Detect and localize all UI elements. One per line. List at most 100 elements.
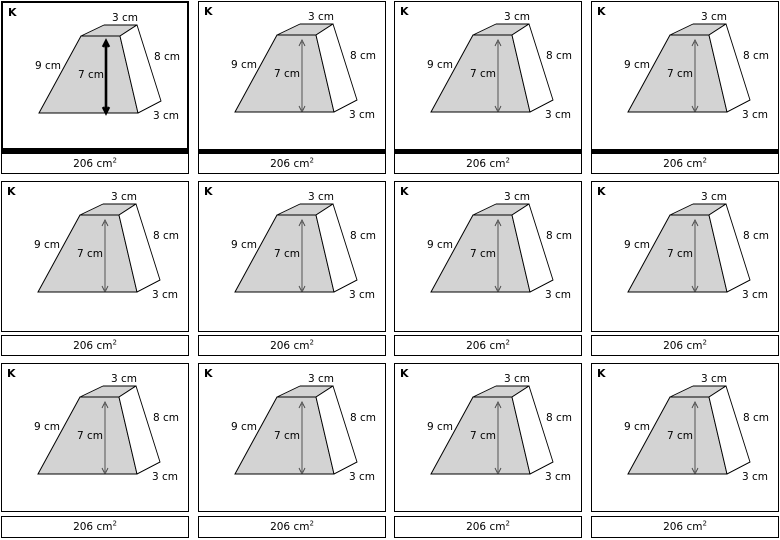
top-left-edge bbox=[669, 203, 694, 216]
task-card: K 3 cm 8 cm 9 cm 7 cm 3 cm bbox=[394, 1, 582, 150]
answer-box: 206 cm2 bbox=[591, 516, 779, 538]
depth-edge bbox=[137, 100, 162, 114]
side-length-label: 8 cm bbox=[743, 230, 769, 242]
depth-label: 3 cm bbox=[153, 110, 179, 122]
answer-unit: cm bbox=[96, 339, 113, 352]
answer-unit-power: 2 bbox=[112, 338, 117, 346]
task-card: K 3 cm 8 cm 9 cm 7 cm 3 cm bbox=[1, 181, 189, 332]
slant-length-label: 9 cm bbox=[427, 239, 453, 251]
answer-value: 206 bbox=[73, 339, 94, 352]
top-left-edge bbox=[276, 203, 301, 216]
depth-edge bbox=[529, 461, 554, 475]
trapezoid-prism-figure: 3 cm 8 cm 9 cm 7 cm 3 cm bbox=[231, 191, 376, 301]
answer-unit-power: 2 bbox=[505, 338, 510, 346]
answer-box: 206 cm2 bbox=[1, 150, 189, 174]
top-left-edge bbox=[79, 203, 104, 216]
card-letter: K bbox=[8, 6, 17, 19]
depth-edge bbox=[529, 279, 554, 293]
height-arrow-head-down bbox=[101, 106, 111, 116]
answer-value: 206 bbox=[270, 157, 291, 170]
trapezoid-prism-figure: 3 cm 8 cm 9 cm 7 cm 3 cm bbox=[231, 11, 376, 121]
card-letter: K bbox=[597, 5, 606, 18]
top-length-label: 3 cm bbox=[504, 373, 530, 385]
card-letter: K bbox=[400, 5, 409, 18]
card-letter: K bbox=[204, 5, 213, 18]
answer-unit: cm bbox=[489, 521, 506, 533]
depth-label: 3 cm bbox=[545, 109, 571, 121]
side-length-label: 8 cm bbox=[546, 230, 572, 242]
height-arrow-head-down bbox=[691, 467, 699, 476]
answer-value: 206 bbox=[663, 339, 684, 352]
answer-unit: cm bbox=[293, 521, 310, 533]
answer-unit-power: 2 bbox=[309, 519, 314, 528]
answer-box: 206 cm2 bbox=[198, 335, 386, 356]
depth-label: 3 cm bbox=[742, 289, 768, 301]
height-label: 7 cm bbox=[470, 430, 496, 442]
top-length-label: 3 cm bbox=[701, 373, 727, 385]
height-arrow-head-up bbox=[494, 218, 502, 227]
height-label: 7 cm bbox=[274, 68, 300, 80]
top-length-label: 3 cm bbox=[112, 12, 138, 24]
side-length-label: 8 cm bbox=[743, 50, 769, 62]
height-arrow-head-down bbox=[298, 285, 306, 294]
depth-edge bbox=[136, 461, 161, 475]
depth-label: 3 cm bbox=[152, 471, 178, 483]
height-arrow-head-up bbox=[101, 218, 109, 227]
top-left-edge bbox=[276, 385, 301, 398]
side-length-label: 8 cm bbox=[350, 412, 376, 424]
trapezoid-prism-figure: 3 cm 8 cm 9 cm 7 cm 3 cm bbox=[34, 373, 179, 483]
depth-edge bbox=[726, 279, 751, 293]
height-arrow-head-up bbox=[494, 38, 502, 47]
top-left-edge bbox=[79, 385, 104, 398]
depth-edge bbox=[529, 99, 554, 113]
depth-label: 3 cm bbox=[349, 109, 375, 121]
answer-box: 206 cm2 bbox=[198, 516, 386, 538]
slant-length-label: 9 cm bbox=[34, 421, 60, 433]
answer-unit: cm bbox=[489, 339, 506, 352]
top-length-label: 3 cm bbox=[111, 373, 137, 385]
top-left-edge bbox=[276, 23, 301, 36]
slant-length-label: 9 cm bbox=[624, 421, 650, 433]
height-label: 7 cm bbox=[274, 248, 300, 260]
trapezoid-prism-figure: 3 cm 8 cm 9 cm 7 cm 3 cm bbox=[427, 373, 572, 483]
card-letter: K bbox=[400, 185, 409, 198]
height-arrow-head-up bbox=[494, 400, 502, 409]
card-letter: K bbox=[7, 185, 16, 198]
top-length-label: 3 cm bbox=[504, 191, 530, 203]
answer-box: 206 cm2 bbox=[1, 335, 189, 356]
trapezoid-prism-figure: 3 cm 8 cm 9 cm 7 cm 3 cm bbox=[231, 373, 376, 483]
top-left-edge bbox=[472, 23, 497, 36]
answer-unit: cm bbox=[489, 157, 506, 170]
task-card: K 3 cm 8 cm 9 cm 7 cm 3 cm bbox=[198, 363, 386, 512]
slant-length-label: 9 cm bbox=[427, 59, 453, 71]
slant-length-label: 9 cm bbox=[35, 60, 61, 72]
answer-unit-power: 2 bbox=[702, 156, 707, 164]
height-arrow-head-up bbox=[691, 400, 699, 409]
answer-value: 206 bbox=[663, 157, 684, 170]
top-length-label: 3 cm bbox=[701, 11, 727, 23]
answer-unit: cm bbox=[96, 521, 113, 533]
card-letter: K bbox=[204, 367, 213, 380]
height-arrow-head-up bbox=[101, 38, 111, 48]
task-card: K 3 cm 8 cm 9 cm 7 cm 3 cm bbox=[1, 363, 189, 512]
slant-length-label: 9 cm bbox=[231, 421, 257, 433]
task-card: K 3 cm 8 cm 9 cm 7 cm 3 cm bbox=[394, 181, 582, 332]
answer-box: 206 cm2 bbox=[394, 516, 582, 538]
slant-length-label: 9 cm bbox=[34, 239, 60, 251]
answer-unit: cm bbox=[686, 339, 703, 352]
height-label: 7 cm bbox=[77, 430, 103, 442]
task-card: K 3 cm 8 cm 9 cm 7 cm 3 cm bbox=[198, 181, 386, 332]
side-length-label: 8 cm bbox=[350, 50, 376, 62]
card-letter: K bbox=[400, 367, 409, 380]
height-arrow-head-up bbox=[101, 400, 109, 409]
slant-length-label: 9 cm bbox=[624, 239, 650, 251]
answer-unit-power: 2 bbox=[309, 156, 314, 164]
side-length-label: 8 cm bbox=[546, 50, 572, 62]
top-length-label: 3 cm bbox=[111, 191, 137, 203]
height-arrow-head-down bbox=[494, 467, 502, 476]
answer-unit: cm bbox=[293, 339, 310, 352]
answer-box: 206 cm2 bbox=[591, 150, 779, 174]
height-arrow-head-up bbox=[691, 38, 699, 47]
top-length-label: 3 cm bbox=[701, 191, 727, 203]
height-arrow-head-up bbox=[691, 218, 699, 227]
